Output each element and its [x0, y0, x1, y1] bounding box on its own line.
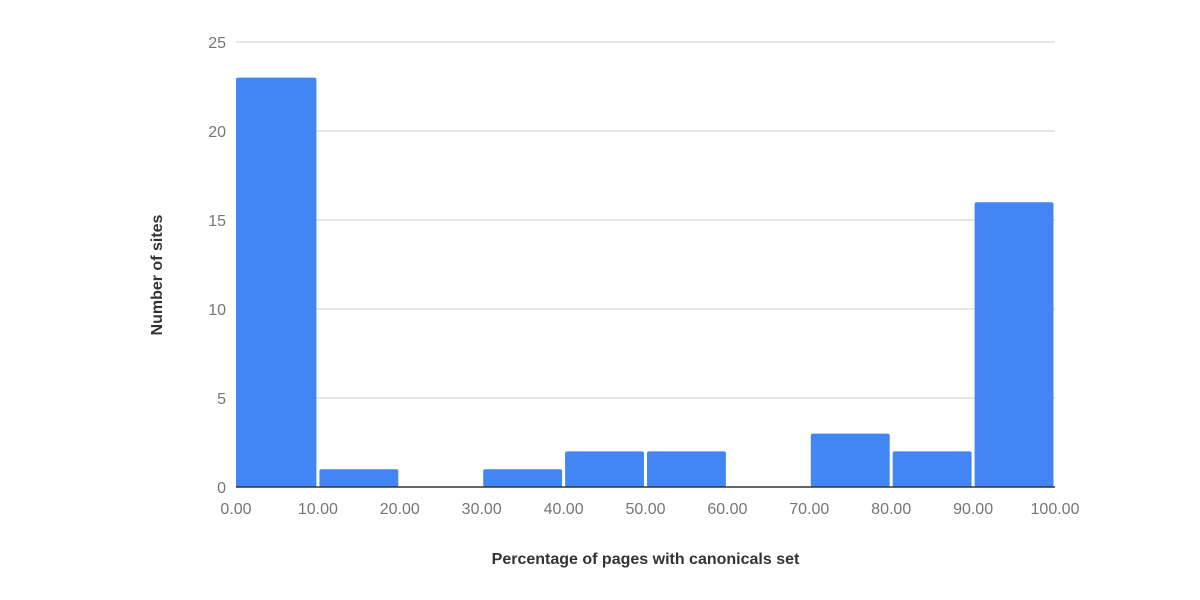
y-tick-label: 25 — [208, 35, 226, 52]
y-axis-title: Number of sites — [149, 214, 166, 335]
histogram-bar — [810, 433, 890, 487]
x-tick-label: 100.00 — [1031, 501, 1080, 518]
histogram-bar — [974, 202, 1054, 487]
y-tick-label: 20 — [208, 124, 226, 141]
x-tick-label: 50.00 — [625, 501, 665, 518]
x-tick-label: 70.00 — [789, 501, 829, 518]
x-tick-label: 30.00 — [462, 501, 502, 518]
histogram-bar — [565, 451, 644, 487]
gridlines — [236, 41, 1055, 399]
x-tick-label: 80.00 — [871, 501, 911, 518]
histogram-bar — [892, 451, 972, 487]
histogram-bar — [319, 469, 399, 487]
x-tick-label: 0.00 — [220, 501, 251, 518]
x-tick-label: 10.00 — [298, 501, 338, 518]
histogram-bar — [236, 77, 317, 487]
y-tick-label: 15 — [208, 213, 226, 230]
histogram-bar — [483, 469, 563, 487]
x-axis-tick-labels: 0.00 10.00 20.00 30.00 40.00 50.00 60.00 70.00 8… — [220, 501, 1079, 518]
y-axis-tick-labels: 0 5 10 15 20 25 — [208, 35, 226, 497]
x-tick-label: 60.00 — [707, 501, 747, 518]
y-tick-label: 5 — [217, 391, 226, 408]
x-axis-title: Percentage of pages with canonicals set — [492, 551, 800, 568]
bars — [236, 77, 1054, 487]
y-tick-label: 10 — [208, 302, 226, 319]
x-tick-label: 90.00 — [953, 501, 993, 518]
x-tick-label: 40.00 — [544, 501, 584, 518]
x-tick-label: 20.00 — [380, 501, 420, 518]
histogram-bar — [647, 451, 726, 487]
y-tick-label: 0 — [217, 480, 226, 497]
